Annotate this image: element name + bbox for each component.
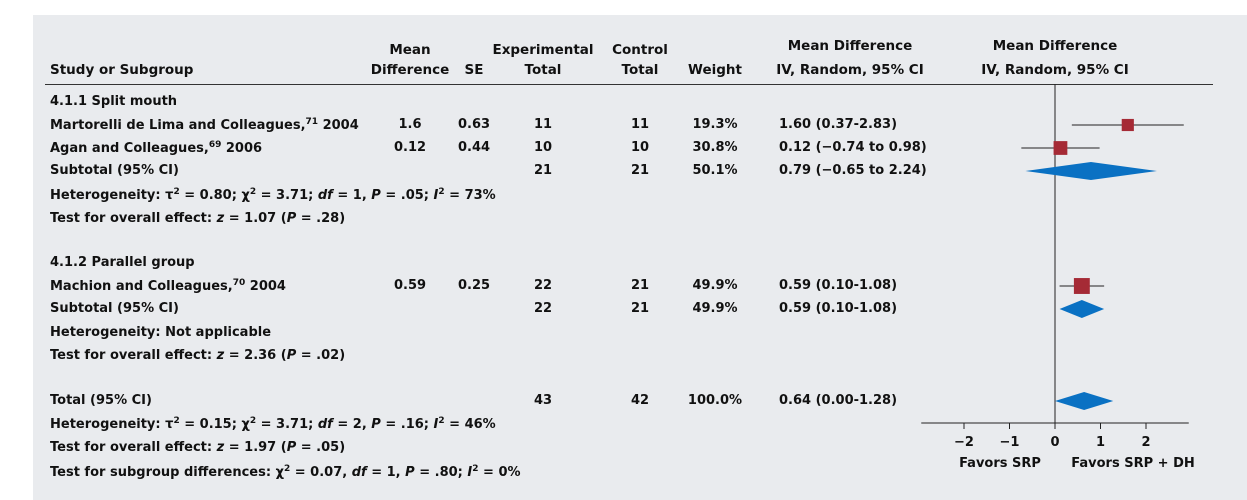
subtotal-ctrl-total: 21 (630, 301, 650, 316)
group-title: 4.1.1 Split mouth (50, 94, 178, 109)
header-exp-line2: Total (524, 62, 562, 78)
study-md: 0.12 (393, 140, 427, 155)
study-se: 0.25 (457, 278, 491, 293)
study-ci: 0.59 (0.10-1.08) (779, 278, 898, 293)
study-weight: 19.3% (692, 117, 738, 132)
header-ci-line1: Mean Difference (787, 38, 913, 54)
x-tick-label: 1 (1096, 435, 1105, 450)
summary-diamond (1055, 392, 1114, 410)
study-name: Martorelli de Lima and Colleagues,71 200… (50, 117, 359, 133)
study-exp-total: 10 (533, 140, 553, 155)
header-se: SE (464, 62, 484, 78)
header-plot-line2: IV, Random, 95% CI (981, 62, 1129, 78)
favors-left-label: Favors SRP (959, 456, 1041, 471)
study-md: 0.59 (393, 278, 427, 293)
total-heterogeneity-line: Heterogeneity: τ2 = 0.15; χ2 = 3.71; df … (50, 416, 496, 432)
study-se: 0.44 (457, 140, 491, 155)
heterogeneity-line: Heterogeneity: τ2 = 0.80; χ2 = 3.71; df … (50, 187, 496, 203)
header-exp-line1: Experimental (492, 42, 594, 58)
study-se: 0.63 (457, 117, 491, 132)
study-name: Agan and Colleagues,69 2006 (50, 140, 263, 156)
study-exp-total: 11 (533, 117, 553, 132)
x-tick-label: 2 (1141, 435, 1150, 450)
subtotal-label: Subtotal (95% CI) (50, 163, 179, 178)
study-point-estimate (1053, 141, 1068, 155)
study-weight: 30.8% (692, 140, 738, 155)
total-label: Total (95% CI) (50, 393, 152, 408)
subtotal-ctrl-total: 21 (630, 163, 650, 178)
total-ctrl: 42 (630, 393, 650, 408)
subgroup-differences-line: Test for subgroup differences: χ2 = 0.07… (50, 464, 521, 480)
study-ctrl-total: 10 (630, 140, 650, 155)
subtotal-exp-total: 22 (533, 301, 553, 316)
figure-panel (33, 15, 1247, 500)
x-tick-label: 0 (1050, 435, 1059, 450)
header-ctrl-line2: Total (621, 62, 659, 78)
subtotal-weight: 50.1% (692, 163, 738, 178)
total-overall-effect-line: Test for overall effect: z = 1.97 (P = .… (50, 440, 346, 455)
header-study: Study or Subgroup (50, 62, 194, 78)
subtotal-ci: 0.59 (0.10-1.08) (779, 301, 898, 316)
study-ctrl-total: 21 (630, 278, 650, 293)
overall-effect-line: Test for overall effect: z = 1.07 (P = .… (50, 211, 346, 226)
total-exp: 43 (533, 393, 553, 408)
overall-effect-line: Test for overall effect: z = 2.36 (P = .… (50, 348, 346, 363)
group-title: 4.1.2 Parallel group (50, 255, 195, 270)
header-weight: Weight (688, 62, 742, 78)
subtotal-exp-total: 21 (533, 163, 553, 178)
study-md: 1.6 (398, 117, 422, 132)
study-point-estimate (1073, 278, 1090, 294)
study-name: Machion and Colleagues,70 2004 (50, 278, 286, 294)
favors-right-label: Favors SRP + DH (1071, 456, 1195, 471)
subtotal-ci: 0.79 (−0.65 to 2.24) (779, 163, 927, 178)
total-ci: 0.64 (0.00-1.28) (779, 393, 898, 408)
heterogeneity-line: Heterogeneity: Not applicable (50, 325, 272, 340)
study-ci: 1.60 (0.37-2.83) (779, 117, 898, 132)
study-ci: 0.12 (−0.74 to 0.98) (779, 140, 927, 155)
summary-diamond (1025, 162, 1157, 180)
x-tick-label: −1 (1000, 435, 1020, 450)
subtotal-weight: 49.9% (692, 301, 738, 316)
study-exp-total: 22 (533, 278, 553, 293)
x-tick-label: −2 (954, 435, 974, 450)
summary-diamond (1059, 300, 1105, 318)
study-ctrl-total: 11 (630, 117, 650, 132)
study-weight: 49.9% (692, 278, 738, 293)
header-rule (45, 84, 1213, 85)
total-weight: 100.0% (687, 393, 743, 408)
subtotal-label: Subtotal (95% CI) (50, 301, 179, 316)
header-md-line2: Difference (370, 62, 450, 78)
header-ctrl-line1: Control (612, 42, 668, 58)
study-point-estimate (1121, 118, 1134, 132)
header-ci-line2: IV, Random, 95% CI (776, 62, 924, 78)
header-plot-line1: Mean Difference (992, 38, 1118, 54)
header-md-line1: Mean (389, 42, 431, 58)
